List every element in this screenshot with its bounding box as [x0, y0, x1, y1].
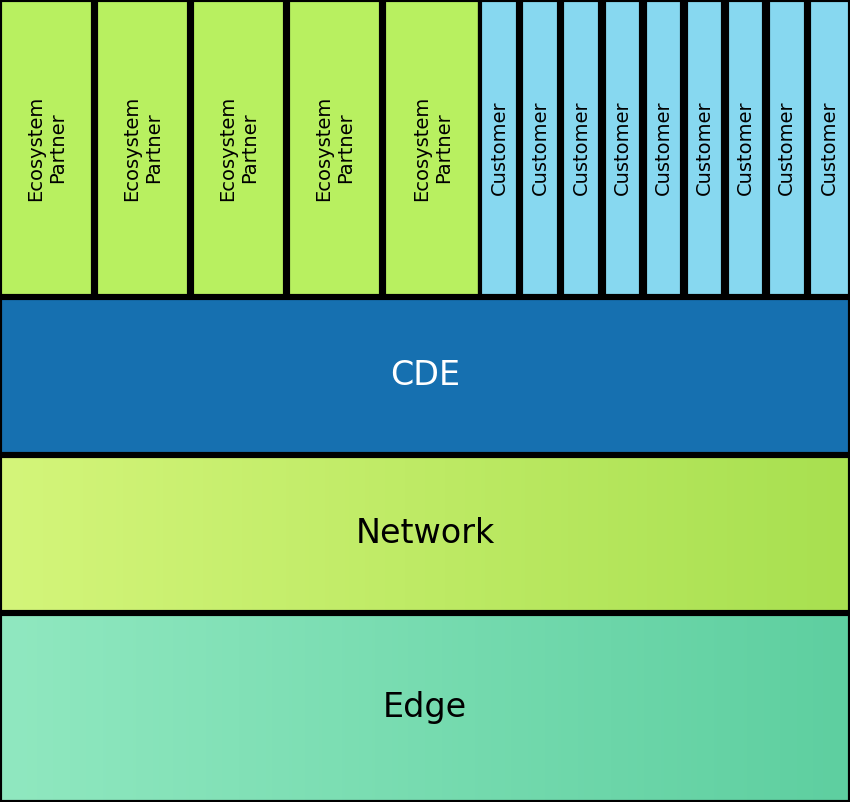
Text: Customer: Customer — [613, 101, 632, 195]
Bar — [0, 614, 850, 802]
Bar — [768, 0, 806, 296]
Text: Ecosystem
Partner: Ecosystem Partner — [411, 95, 453, 200]
Bar — [604, 0, 641, 296]
Text: Customer: Customer — [654, 101, 673, 195]
Bar — [644, 0, 683, 296]
Bar — [0, 456, 850, 612]
Bar — [288, 0, 381, 296]
Text: Customer: Customer — [736, 101, 755, 195]
Bar — [809, 0, 850, 296]
Text: CDE: CDE — [390, 359, 460, 392]
Bar — [384, 0, 480, 296]
Text: Customer: Customer — [777, 101, 796, 195]
Bar — [192, 0, 285, 296]
Text: Customer: Customer — [572, 101, 591, 195]
Text: Customer: Customer — [490, 101, 508, 195]
Text: Ecosystem
Partner: Ecosystem Partner — [122, 95, 163, 200]
Bar — [0, 0, 93, 296]
Text: Ecosystem
Partner: Ecosystem Partner — [26, 95, 67, 200]
Bar — [563, 0, 600, 296]
Text: Ecosystem
Partner: Ecosystem Partner — [314, 95, 355, 200]
Bar — [480, 0, 518, 296]
Text: Ecosystem
Partner: Ecosystem Partner — [218, 95, 259, 200]
Bar — [0, 298, 850, 454]
Bar — [96, 0, 189, 296]
Text: Network: Network — [355, 517, 495, 550]
Text: Customer: Customer — [820, 101, 839, 195]
Text: Customer: Customer — [695, 101, 714, 195]
Text: Customer: Customer — [530, 101, 550, 195]
Bar — [686, 0, 723, 296]
Bar — [727, 0, 764, 296]
Bar — [521, 0, 559, 296]
Text: Edge: Edge — [383, 691, 467, 724]
